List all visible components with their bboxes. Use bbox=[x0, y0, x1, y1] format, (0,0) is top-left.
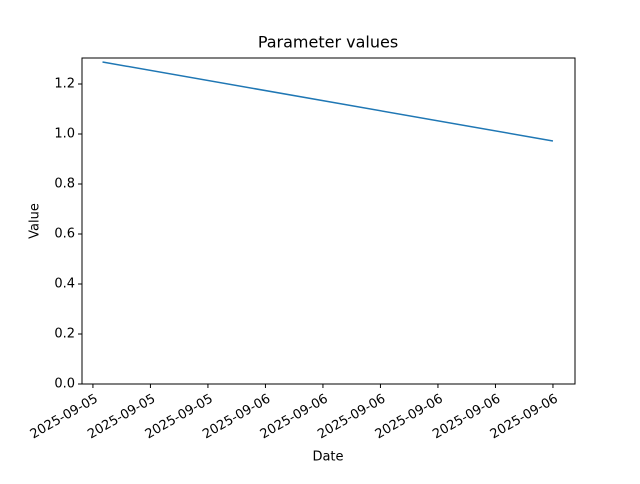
chart-title: Parameter values bbox=[258, 33, 398, 52]
y-tick-label: 0.8 bbox=[54, 177, 75, 192]
y-tick-label: 0.4 bbox=[54, 277, 75, 292]
y-axis-label: Value bbox=[28, 203, 43, 239]
y-tick-label: 1.2 bbox=[54, 77, 75, 92]
data-line bbox=[102, 61, 554, 142]
x-axis-label: Date bbox=[312, 450, 343, 465]
plot-frame bbox=[81, 57, 576, 385]
y-tick-label: 1.0 bbox=[54, 127, 75, 142]
y-tick-label: 0.6 bbox=[54, 227, 75, 242]
y-tick-label: 0.2 bbox=[54, 327, 75, 342]
y-tick-label: 0.0 bbox=[54, 377, 75, 392]
